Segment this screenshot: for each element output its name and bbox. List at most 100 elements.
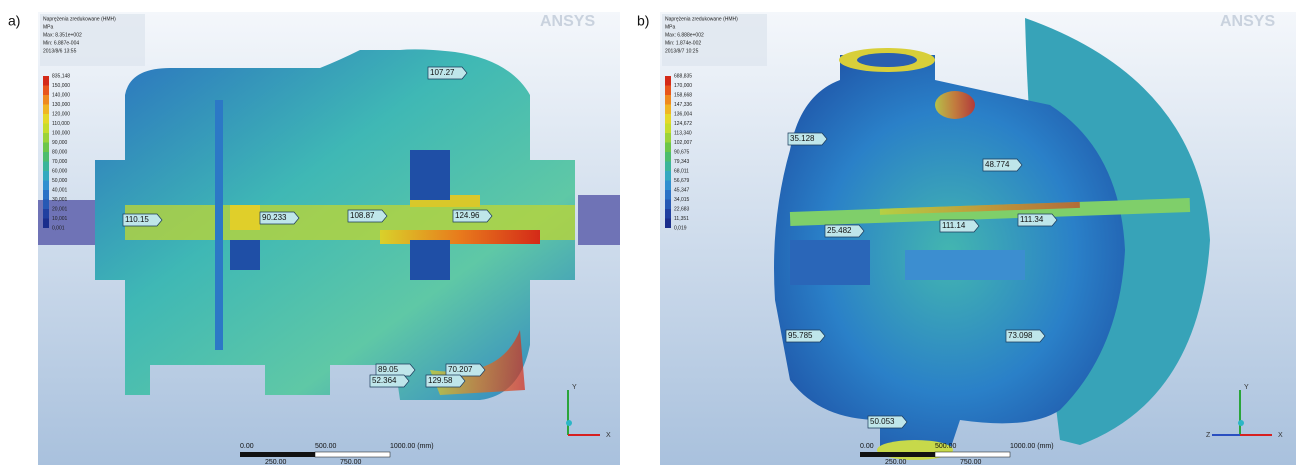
legend-level: 124,672 xyxy=(674,121,692,127)
legend-swatch xyxy=(665,95,671,105)
axis-letter: X xyxy=(1278,432,1283,439)
legend-text: Naprężenia zredukowane (HMH) xyxy=(43,16,116,22)
legend-level: 56,679 xyxy=(674,178,690,184)
legend-swatch xyxy=(43,219,49,229)
legend-level: 0,019 xyxy=(674,225,687,231)
legend-swatch xyxy=(665,190,671,200)
legend-swatch xyxy=(43,105,49,115)
legend-level: 140,000 xyxy=(52,92,70,98)
legend-level: 90,675 xyxy=(674,149,690,155)
panel-label: a) xyxy=(8,13,20,29)
scale-bar xyxy=(240,452,315,457)
legend-swatch xyxy=(665,86,671,96)
legend-swatch xyxy=(43,162,49,172)
probe-value: 124.96 xyxy=(455,211,480,220)
axis-letter: Y xyxy=(572,384,577,391)
scale-label: 750.00 xyxy=(960,459,982,465)
legend-level: 835,148 xyxy=(52,73,70,79)
legend-level: 79,343 xyxy=(674,159,690,165)
legend-swatch xyxy=(665,114,671,124)
figure: a) ANSYS Naprężenia zredukowane (HMH) MPa Ma… xyxy=(0,0,1296,465)
scale-label: 500.00 xyxy=(935,443,957,450)
probe-value: 35.128 xyxy=(790,134,815,143)
legend-swatch xyxy=(665,162,671,172)
scale-label: 750.00 xyxy=(340,459,362,465)
axis-letter: Z xyxy=(1206,432,1211,439)
probe-value: 110.15 xyxy=(125,215,149,224)
axis-letter: X xyxy=(606,432,611,439)
legend-swatch xyxy=(665,152,671,162)
legend-text: Min: 1.874e-002 xyxy=(665,40,701,46)
legend-swatch xyxy=(43,171,49,181)
legend-swatch xyxy=(43,124,49,134)
legend-level: 60,000 xyxy=(52,168,68,174)
axis-origin xyxy=(566,420,572,426)
legend-swatch xyxy=(665,124,671,134)
axis-origin xyxy=(1238,420,1244,426)
legend-swatch xyxy=(665,105,671,115)
legend-level: 10,001 xyxy=(52,216,68,222)
scale-label: 250.00 xyxy=(265,459,287,465)
scale-label: 0.00 xyxy=(240,443,254,450)
scale-label: 0.00 xyxy=(860,443,874,450)
legend-text: 2013/8/7 10:25 xyxy=(665,48,699,54)
scale-bar xyxy=(315,452,390,457)
legend-level: 688,835 xyxy=(674,73,692,79)
legend-text: MPa xyxy=(43,24,54,30)
legend-swatch xyxy=(43,181,49,191)
legend-level: 100,000 xyxy=(52,130,70,136)
probe-value: 108.87 xyxy=(350,211,375,220)
legend-swatch xyxy=(665,219,671,229)
legend-text: 2013/8/6 13:55 xyxy=(43,48,77,54)
legend-level: 136,004 xyxy=(674,111,692,117)
legend-level: 70,000 xyxy=(52,159,68,165)
legend-level: 22,683 xyxy=(674,206,690,212)
scale-label: 250.00 xyxy=(885,459,907,465)
legend-swatch xyxy=(43,114,49,124)
legend-swatch xyxy=(665,200,671,210)
logo: ANSYS xyxy=(1220,13,1275,30)
legend-level: 158,668 xyxy=(674,92,692,98)
probe-value: 25.482 xyxy=(827,226,852,235)
legend-text: Max: 6.888e+002 xyxy=(665,32,704,38)
probe-value: 107.27 xyxy=(430,68,455,77)
probe-value: 89.05 xyxy=(378,365,399,374)
legend-swatch xyxy=(665,133,671,143)
scale-label: 1000.00 (mm) xyxy=(390,443,434,450)
legend-level: 40,001 xyxy=(52,187,68,193)
probe-value: 111.34 xyxy=(1020,215,1044,224)
scale-label: 1000.00 (mm) xyxy=(1010,443,1054,450)
legend-swatch xyxy=(665,209,671,219)
legend-level: 50,000 xyxy=(52,178,68,184)
legend-swatch xyxy=(43,95,49,105)
legend-swatch xyxy=(665,181,671,191)
legend-swatch xyxy=(43,133,49,143)
legend-swatch xyxy=(43,76,49,86)
logo: ANSYS xyxy=(540,13,595,30)
probe-value: 70.207 xyxy=(448,365,473,374)
probe-value: 73.098 xyxy=(1008,331,1033,340)
probe-value: 52.364 xyxy=(372,376,397,385)
legend-swatch xyxy=(665,171,671,181)
legend-swatch xyxy=(43,86,49,96)
scale-bar xyxy=(860,452,935,457)
legend-level: 45,347 xyxy=(674,187,690,193)
legend-level: 110,000 xyxy=(52,121,70,127)
panel-label: b) xyxy=(637,13,649,29)
axis-letter: Y xyxy=(1244,384,1249,391)
legend-text: Max: 8.351e+002 xyxy=(43,32,82,38)
probe-value: 50.053 xyxy=(870,417,895,426)
legend-level: 150,000 xyxy=(52,83,70,89)
legend-swatch xyxy=(43,190,49,200)
legend-text: MPa xyxy=(665,24,676,30)
legend-level: 30,001 xyxy=(52,197,68,203)
legend-level: 90,000 xyxy=(52,140,68,146)
legend-level: 170,000 xyxy=(674,83,692,89)
legend-level: 0,001 xyxy=(52,225,65,231)
legend-level: 130,000 xyxy=(52,102,70,108)
legend-text: Min: 6.887e-004 xyxy=(43,40,79,46)
legend-swatch xyxy=(43,152,49,162)
scale-bar xyxy=(935,452,1010,457)
legend-level: 147,336 xyxy=(674,102,692,108)
legend-level: 113,340 xyxy=(674,130,692,136)
